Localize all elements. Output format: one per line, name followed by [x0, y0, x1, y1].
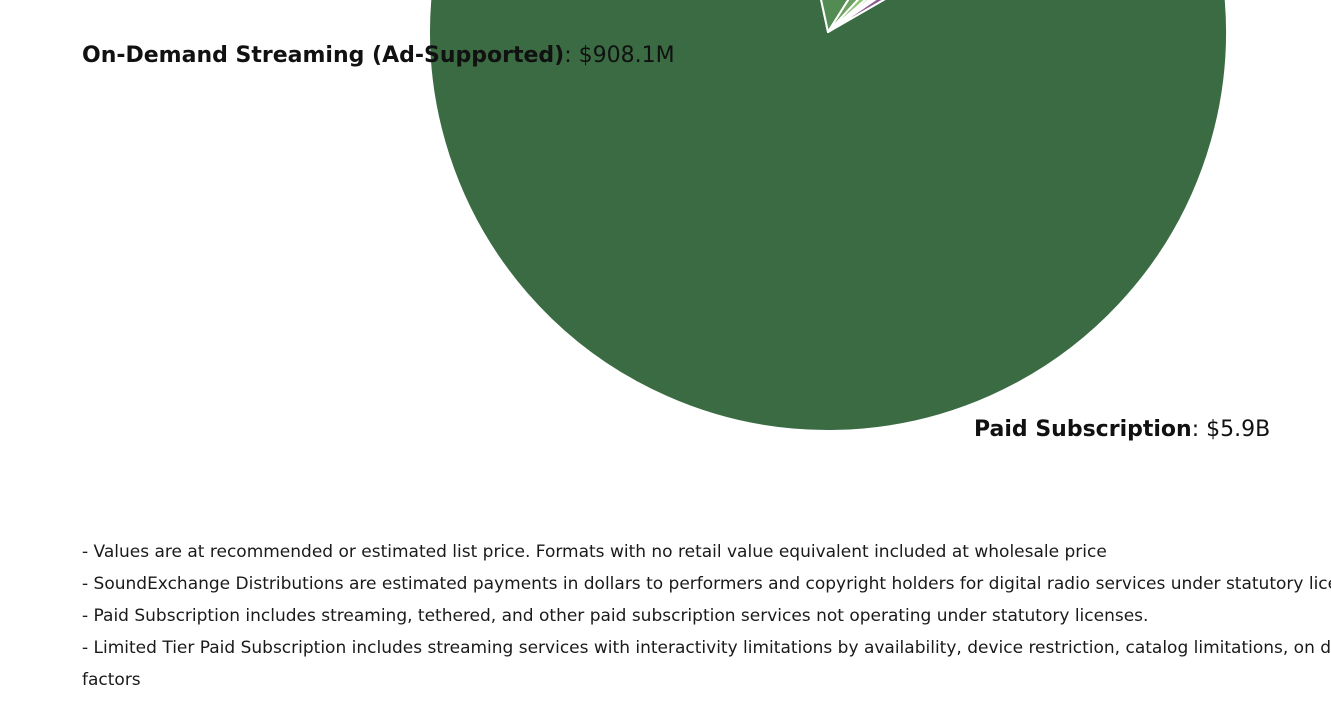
slice-value: $908.1M: [579, 43, 675, 68]
slice-name: Paid Subscription: [974, 417, 1192, 442]
slice-label-paid-subscription: Paid Subscription: $5.9B: [974, 417, 1270, 442]
footnote: factors: [82, 670, 141, 690]
footnote: - SoundExchange Distributions are estima…: [82, 574, 1331, 594]
pie-slice-0: [428, 0, 1228, 432]
footnote: - Limited Tier Paid Subscription include…: [82, 638, 1331, 658]
slice-value: $5.9B: [1206, 417, 1270, 442]
slice-label-on-demand-streaming: On-Demand Streaming (Ad-Supported): $908…: [82, 43, 675, 68]
footnote: - Paid Subscription includes streaming, …: [82, 606, 1149, 626]
slice-name: On-Demand Streaming (Ad-Supported): [82, 43, 564, 68]
pie-slice-7: [827, 0, 886, 33]
footnotes: - Values are at recommended or estimated…: [82, 536, 1331, 696]
footnote: - Values are at recommended or estimated…: [82, 542, 1107, 562]
pie-slice-1: [820, 0, 850, 33]
pie-labels: On-Demand Streaming (Ad-Supported): $908…: [82, 43, 1270, 442]
pie-slices: [428, 0, 1228, 432]
